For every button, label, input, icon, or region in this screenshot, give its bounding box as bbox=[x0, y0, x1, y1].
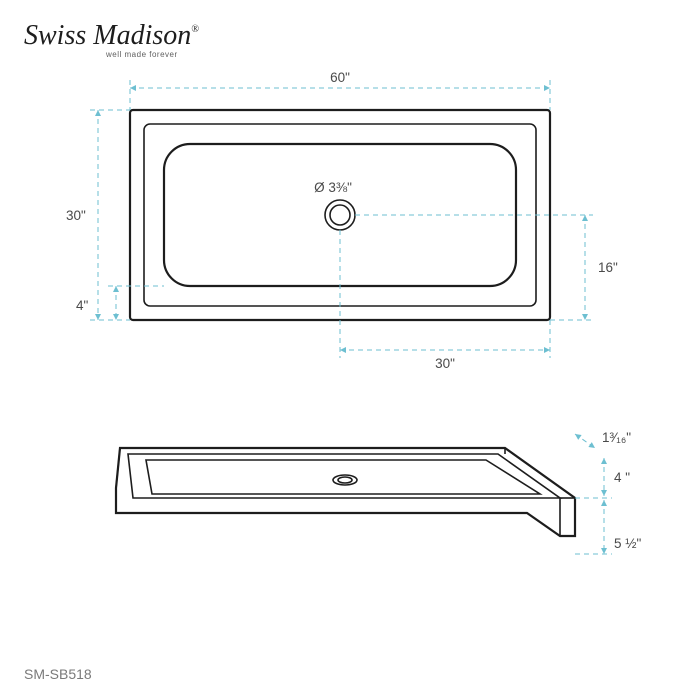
iso-view bbox=[116, 448, 575, 536]
dim-right-16: 16" bbox=[355, 215, 618, 320]
dim-label-60: 60" bbox=[330, 70, 350, 85]
dim-label-drain: Ø 3⅜" bbox=[314, 180, 352, 195]
dim-iso-totalh: 5 ½" bbox=[575, 500, 642, 554]
dim-label-rimw: 1³⁄₁₆" bbox=[602, 430, 631, 445]
dim-iso-rimh: 4 " bbox=[575, 458, 630, 498]
dim-gap-4: 4" bbox=[76, 286, 164, 320]
dim-half-30: 30" bbox=[340, 230, 550, 371]
dim-drain-dia: Ø 3⅜" bbox=[314, 180, 352, 195]
dim-width-60: 60" bbox=[130, 70, 550, 110]
dim-label-30: 30" bbox=[66, 208, 86, 223]
dim-label-half30: 30" bbox=[435, 356, 455, 371]
dim-label-16: 16" bbox=[598, 260, 618, 275]
dim-label-4: 4" bbox=[76, 298, 89, 313]
dim-height-30: 30" bbox=[66, 110, 130, 320]
dim-label-rimh: 4 " bbox=[614, 470, 630, 485]
technical-drawing: 60" 30" 4" Ø 3⅜" 30" 16" bbox=[0, 0, 700, 700]
dim-label-totalh: 5 ½" bbox=[614, 536, 642, 551]
dim-iso-rimw: 1³⁄₁₆" bbox=[560, 430, 631, 448]
